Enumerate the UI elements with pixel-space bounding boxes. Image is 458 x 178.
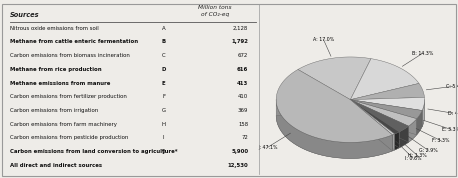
Polygon shape (350, 100, 417, 126)
Text: 2,128: 2,128 (233, 26, 248, 31)
Text: J: J (163, 149, 164, 154)
Polygon shape (350, 100, 395, 151)
Polygon shape (276, 100, 393, 158)
Text: All direct and indirect sources: All direct and indirect sources (10, 163, 102, 167)
Text: 12,530: 12,530 (228, 163, 248, 167)
Text: Carbon emissions from land conversion to agriculture*: Carbon emissions from land conversion to… (10, 149, 177, 154)
Polygon shape (350, 59, 419, 100)
Text: Methane from cattle enteric fermentation: Methane from cattle enteric fermentation (10, 40, 138, 44)
Text: Million tons
of CO₂-eq: Million tons of CO₂-eq (198, 5, 232, 17)
Text: Carbon emissions from pesticide production: Carbon emissions from pesticide producti… (10, 135, 128, 140)
Text: E: E (162, 80, 165, 85)
Polygon shape (350, 100, 409, 148)
Polygon shape (350, 100, 422, 135)
Polygon shape (350, 99, 425, 127)
Text: H: H (162, 122, 166, 127)
Text: B: B (162, 40, 166, 44)
Text: H: 1.3%: H: 1.3% (409, 153, 427, 158)
Text: 672: 672 (238, 53, 248, 58)
Polygon shape (350, 97, 425, 111)
Text: D: D (161, 67, 166, 72)
Text: B: 14.3%: B: 14.3% (411, 51, 433, 56)
Text: 369: 369 (238, 108, 248, 113)
Text: 5,900: 5,900 (231, 149, 248, 154)
Text: I: 0.6%: I: 0.6% (405, 156, 421, 161)
Text: Methane from rice production: Methane from rice production (10, 67, 101, 72)
Polygon shape (350, 100, 409, 132)
Polygon shape (350, 100, 417, 142)
Polygon shape (350, 100, 399, 150)
Text: C: 5.4%: C: 5.4% (446, 83, 458, 88)
Text: A: A (162, 26, 165, 31)
Text: 1,792: 1,792 (231, 40, 248, 44)
Text: D: 4.9%: D: 4.9% (448, 111, 458, 116)
Polygon shape (350, 83, 425, 100)
Text: G: 2.9%: G: 2.9% (419, 148, 438, 153)
Polygon shape (276, 69, 393, 142)
Text: Carbon emissions from irrigation: Carbon emissions from irrigation (10, 108, 98, 113)
Text: Carbon emissions from farm machinery: Carbon emissions from farm machinery (10, 122, 117, 127)
Text: Methane emissions from manure: Methane emissions from manure (10, 80, 110, 85)
Polygon shape (350, 100, 395, 135)
Text: Sources: Sources (10, 12, 39, 19)
Text: 410: 410 (238, 94, 248, 99)
Polygon shape (276, 100, 425, 158)
Text: A: 17.0%: A: 17.0% (313, 37, 334, 42)
Polygon shape (298, 57, 371, 100)
Text: 413: 413 (237, 80, 248, 85)
Text: 72: 72 (241, 135, 248, 140)
Text: Carbon emissions from biomass incineration: Carbon emissions from biomass incinerati… (10, 53, 130, 58)
Text: F: F (162, 94, 165, 99)
Text: J: 47.1%: J: 47.1% (258, 145, 278, 150)
Text: G: G (162, 108, 166, 113)
Text: F: 3.3%: F: 3.3% (432, 138, 450, 143)
Text: I: I (163, 135, 164, 140)
Text: Carbon emissions from fertilizer production: Carbon emissions from fertilizer product… (10, 94, 126, 99)
Text: C: C (162, 53, 165, 58)
Polygon shape (350, 100, 422, 119)
Text: E: 3.3%: E: 3.3% (442, 127, 458, 132)
Text: Nitrous oxide emissions from soil: Nitrous oxide emissions from soil (10, 26, 98, 31)
Polygon shape (350, 100, 399, 134)
Text: 616: 616 (237, 67, 248, 72)
Text: 158: 158 (238, 122, 248, 127)
